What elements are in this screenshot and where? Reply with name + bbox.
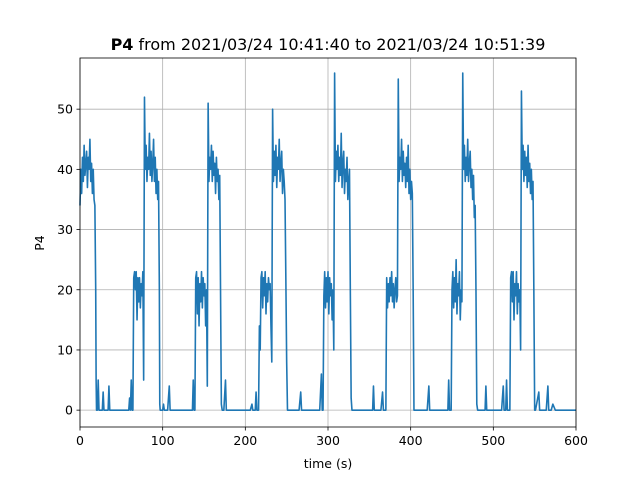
y-tick-label: 0 xyxy=(65,403,73,418)
y-axis-ticks: 0 10 20 30 40 50 xyxy=(57,102,80,418)
x-tick-label: 0 xyxy=(76,433,84,448)
y-tick-label: 10 xyxy=(57,342,73,357)
y-tick-label: 30 xyxy=(57,222,73,237)
chart-title: P4 from 2021/03/24 10:41:40 to 2021/03/2… xyxy=(111,35,546,54)
chart-title-rest: from 2021/03/24 10:41:40 to 2021/03/24 1… xyxy=(133,35,545,54)
x-tick-label: 400 xyxy=(399,433,423,448)
y-tick-label: 40 xyxy=(57,162,73,177)
x-axis-label: time (s) xyxy=(304,456,352,471)
series-line-0 xyxy=(79,72,576,411)
y-tick-label: 20 xyxy=(57,282,73,297)
y-axis-label: P4 xyxy=(32,235,47,251)
chart-title-bold: P4 xyxy=(111,35,134,54)
x-tick-label: 100 xyxy=(151,433,175,448)
x-tick-label: 200 xyxy=(233,433,257,448)
y-tick-label: 50 xyxy=(57,102,73,117)
series-group xyxy=(79,72,576,411)
x-tick-label: 300 xyxy=(316,433,340,448)
x-tick-label: 600 xyxy=(564,433,588,448)
x-tick-label: 500 xyxy=(481,433,505,448)
x-axis-ticks: 0 100 200 300 400 500 600 xyxy=(76,427,588,448)
